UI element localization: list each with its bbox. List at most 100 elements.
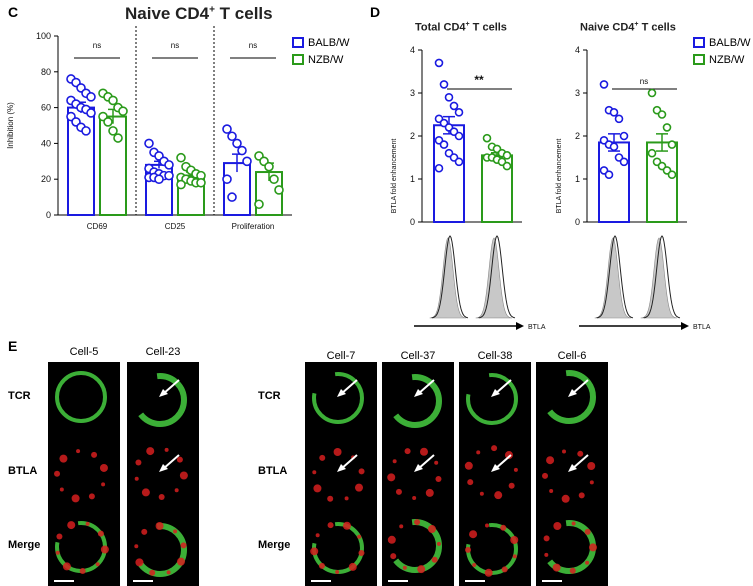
btla-spot <box>434 460 439 465</box>
d-total-data-point <box>439 80 449 89</box>
d-total-data-point <box>482 133 492 143</box>
btla-spot <box>472 563 477 568</box>
panel-d-label: D <box>370 4 381 20</box>
c-x-tick-label: CD25 <box>165 222 186 231</box>
c-data-point <box>222 174 232 184</box>
arrow-shaft <box>571 454 589 470</box>
btla-spot <box>348 562 357 571</box>
btla-spot <box>484 568 493 577</box>
panel-c-title-sup: + <box>209 4 215 16</box>
legend-label-balb-d: BALB/W <box>709 36 751 49</box>
c-data-point <box>269 174 279 184</box>
c-x-tick-label: Proliferation <box>232 222 275 231</box>
btla-spot <box>571 521 576 526</box>
d-naive-btla-arrow-head <box>681 322 689 330</box>
btla-spot <box>358 468 365 475</box>
btla-spot <box>588 543 597 552</box>
arrow-shaft <box>340 379 358 395</box>
btla-spot <box>577 450 584 457</box>
btla-spot <box>552 563 561 572</box>
arrow-head <box>491 389 500 397</box>
arrow-head <box>568 389 577 397</box>
btla-spot <box>85 521 90 526</box>
tcr-ring <box>133 373 187 427</box>
d-naive-data-point <box>619 131 629 141</box>
btla-spot <box>491 445 498 452</box>
btla-spot <box>584 528 591 535</box>
btla-spot <box>469 530 478 539</box>
btla-spot <box>91 451 98 458</box>
btla-spot <box>417 565 426 574</box>
btla-spot <box>342 521 351 530</box>
c-data-point <box>274 185 284 195</box>
row-label-left: Merge <box>8 539 41 551</box>
micro-tile <box>536 511 608 586</box>
arrow-shaft <box>162 379 180 395</box>
btla-spot <box>344 496 349 501</box>
btla-spot <box>101 482 106 487</box>
arrow-shaft <box>417 454 435 470</box>
btla-spot <box>510 536 519 545</box>
legend-d: BALB/W NZB/W <box>693 34 751 68</box>
c-data-point <box>108 95 118 106</box>
btla-spot <box>387 535 396 544</box>
btla-spot <box>414 519 421 526</box>
d-total-histogram-nzb-control-fill <box>475 237 513 319</box>
btla-spot <box>62 562 71 571</box>
btla-spot <box>589 480 594 485</box>
btla-spot <box>59 487 64 492</box>
c-data-point <box>86 92 96 102</box>
arrow-shaft <box>417 379 435 395</box>
d-total-data-point <box>434 58 444 68</box>
arrow-shaft <box>340 454 358 470</box>
c-data-point <box>86 108 96 118</box>
row-label-left: BTLA <box>8 465 38 477</box>
btla-spot <box>88 493 95 500</box>
btla-spot <box>71 494 80 503</box>
d-total-data-point <box>449 101 459 111</box>
btla-spot <box>569 567 576 574</box>
legend-label-nzb: NZB/W <box>308 53 344 66</box>
btla-spot <box>319 454 326 461</box>
d-total-y-tick-label: 4 <box>410 45 415 55</box>
btla-spot <box>95 562 100 567</box>
btla-spot <box>59 454 68 463</box>
cell-label-right: Cell-38 <box>477 350 513 362</box>
micro-tile <box>305 437 377 512</box>
c-data-point <box>227 192 237 202</box>
d-total-data-point <box>444 93 454 102</box>
arrow-head <box>337 464 346 472</box>
d-naive-histogram-balb-control-fill <box>594 237 632 319</box>
btla-spot <box>135 459 142 466</box>
btla-spot <box>587 462 596 471</box>
d-naive-data-point <box>667 140 677 149</box>
btla-spot <box>392 459 397 464</box>
d-naive-histogram-balb <box>594 235 634 319</box>
btla-spot <box>513 467 518 472</box>
d-naive-y-tick-label: 2 <box>575 131 580 141</box>
d-total-btla-arrow-head <box>516 322 524 330</box>
panel-c-label: C <box>8 4 19 20</box>
c-data-point <box>103 117 113 127</box>
legend-label-nzb-d: NZB/W <box>709 53 745 66</box>
btla-spot <box>399 524 404 529</box>
d-naive-data-point <box>609 142 619 152</box>
c-data-point <box>196 177 206 188</box>
c-data-point <box>108 126 118 136</box>
btla-spot <box>431 556 438 563</box>
btla-spot <box>544 552 549 557</box>
row-label-right: TCR <box>258 390 281 402</box>
c-y-tick-label: 60 <box>41 103 51 113</box>
c-y-tick-label: 40 <box>41 138 51 148</box>
c-y-tick-label: 20 <box>41 174 51 184</box>
d-naive-histogram-nzb-control-fill <box>640 237 678 319</box>
arrow-head <box>337 389 346 397</box>
d-naive-bar <box>598 141 630 223</box>
tcr-ring <box>312 372 364 424</box>
btla-spot <box>141 488 150 497</box>
cell-label-right: Cell-37 <box>400 350 436 362</box>
btla-spot <box>55 550 60 555</box>
btla-spot <box>464 461 473 470</box>
d-naive-data-point <box>609 108 619 117</box>
arrow-shaft <box>162 454 180 470</box>
